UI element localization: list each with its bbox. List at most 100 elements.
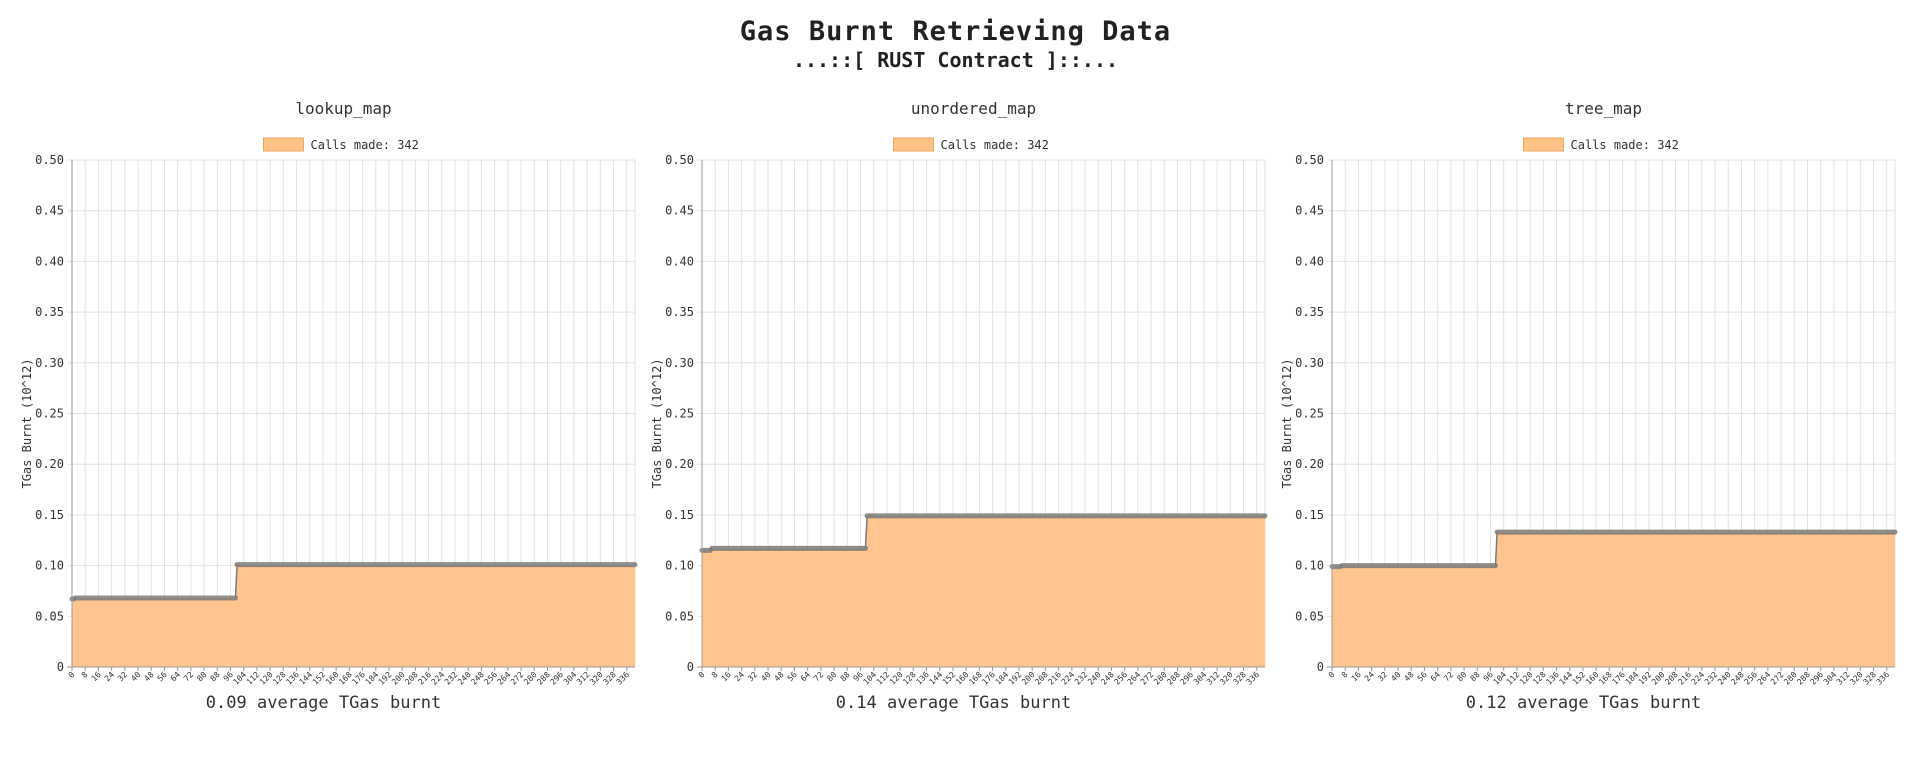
x-tick-label: 88 [1469,670,1482,683]
x-axis-label: 0.14 average TGas burnt [836,693,1071,713]
x-tick-label: 56 [156,670,169,683]
legend-swatch [263,137,304,152]
y-tick-label: 0.25 [35,407,64,421]
x-tick-label: 88 [839,670,852,683]
x-tick-label: 0 [697,670,707,680]
chart-panel-lookup-map: lookup_map Calls made: 342 0 0.05 0.10 0.15 0.… [10,92,640,732]
chart-svg: unordered_map Calls made: 342 0 0.05 0.10 0.1… [650,99,1268,713]
x-tick-label: 48 [772,670,785,683]
legend-label: Calls made: 342 [311,138,419,152]
x-tick-label: 16 [90,670,103,683]
y-tick-label: 0.45 [35,204,64,218]
x-tick-label: 336 [615,670,632,687]
y-tick-label: 0.20 [1295,457,1324,471]
x-tick-label: 40 [129,670,142,683]
x-tick-label: 72 [1442,670,1455,683]
y-tick-label: 0.50 [665,153,694,167]
chart-title: unordered_map [911,99,1036,118]
series-step [234,564,238,599]
legend-label: Calls made: 342 [941,138,1049,152]
chart-title: tree_map [1565,99,1642,118]
x-tick-label: 0 [67,670,77,680]
x-tick-label: 8 [1340,670,1350,680]
y-tick-label: 0.20 [665,457,694,471]
y-tick-label: 0.20 [35,457,64,471]
x-tick-label: 80 [825,670,838,683]
y-tick-label: 0.30 [665,356,694,370]
y-tick-label: 0.35 [35,305,64,319]
x-tick-label: 24 [103,670,116,683]
series-step [709,547,713,551]
x-tick-label: 48 [142,670,155,683]
y-tick-label: 0.10 [665,559,694,573]
y-tick-label: 0.10 [1295,559,1324,573]
x-tick-label: 64 [169,670,182,683]
y-tick-label: 0.25 [665,407,694,421]
legend-swatch [1523,137,1564,152]
x-tick-label: 64 [1429,670,1442,683]
x-tick-label: 48 [1402,670,1415,683]
x-axis-label: 0.12 average TGas burnt [1466,693,1701,713]
y-tick-label: 0.15 [1295,508,1324,522]
x-tick-label: 72 [812,670,825,683]
y-tick-label: 0.25 [1295,407,1324,421]
x-tick-label: 24 [1363,670,1376,683]
x-tick-label: 40 [1389,670,1402,683]
page-title: Gas Burnt Retrieving Data [739,16,1172,47]
y-tick-label: 0.40 [665,254,694,268]
x-tick-label: 16 [720,670,733,683]
series-step [73,597,76,600]
y-axis-label: TGas Burnt (10^12) [20,358,34,488]
x-tick-label: 24 [733,670,746,683]
y-tick-label: 0.05 [35,609,64,623]
y-tick-label: 0.15 [665,508,694,522]
series-step [864,515,868,549]
x-tick-label: 88 [209,670,222,683]
x-tick-label: 80 [1455,670,1468,683]
x-axis-label: 0.09 average TGas burnt [206,693,441,713]
y-tick-label: 0.45 [1295,204,1324,218]
y-tick-label: 0.40 [35,254,64,268]
series-step [1339,564,1343,568]
legend[interactable]: Calls made: 342 [1523,137,1679,152]
y-tick-label: 0.40 [1295,254,1324,268]
y-tick-label: 0 [687,660,694,674]
y-tick-label: 0.05 [665,609,694,623]
chart-panel-unordered-map: unordered_map Calls made: 342 0 0.05 0.10 0.1… [640,92,1270,732]
legend[interactable]: Calls made: 342 [263,137,419,152]
y-tick-label: 0.30 [35,356,64,370]
x-tick-label: 32 [116,670,129,683]
x-tick-label: 32 [746,670,759,683]
chart-svg: lookup_map Calls made: 342 0 0.05 0.10 0.15 0.… [20,99,638,713]
x-tick-label: 72 [182,670,195,683]
y-tick-label: 0.35 [665,305,694,319]
y-axis-label: TGas Burnt (10^12) [1280,358,1294,488]
x-tick-label: 40 [759,670,772,683]
chart-title: lookup_map [295,99,391,118]
legend-swatch [893,137,934,152]
y-tick-label: 0.10 [35,559,64,573]
y-axis-label: TGas Burnt (10^12) [650,358,664,488]
x-tick-label: 0 [1327,670,1337,680]
x-tick-label: 16 [1350,670,1363,683]
area-fill [72,564,635,667]
area-fill [1332,532,1895,667]
y-tick-label: 0.50 [35,153,64,167]
y-tick-label: 0.45 [665,204,694,218]
x-tick-label: 8 [710,670,720,680]
x-tick-label: 56 [786,670,799,683]
y-tick-label: 0 [57,660,64,674]
area-fill [702,515,1265,667]
x-tick-label: 56 [1416,670,1429,683]
y-tick-label: 0 [1317,660,1324,674]
x-tick-label: 64 [799,670,812,683]
y-tick-label: 0.35 [1295,305,1324,319]
legend[interactable]: Calls made: 342 [893,137,1049,152]
x-tick-label: 8 [80,670,90,680]
y-tick-label: 0.05 [1295,609,1324,623]
x-tick-label: 80 [195,670,208,683]
page-subtitle: ...::[ RUST Contract ]::... [792,48,1119,72]
y-tick-label: 0.50 [1295,153,1324,167]
legend-label: Calls made: 342 [1571,138,1679,152]
x-tick-label: 32 [1376,670,1389,683]
